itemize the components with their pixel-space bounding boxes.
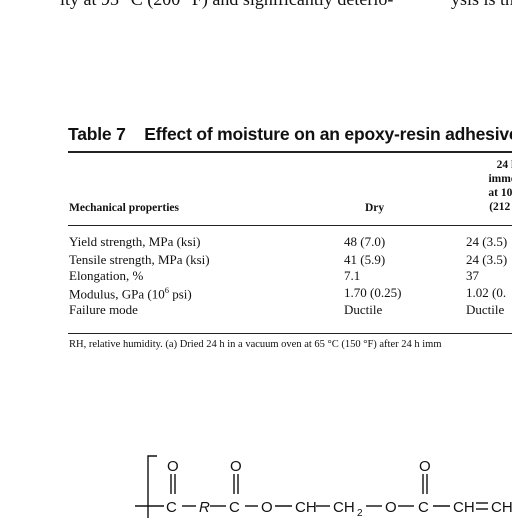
table-cell-property: Yield strength, MPa (ksi) [69,234,201,249]
table-cell-dry: 1.70 (0.25) [344,285,402,300]
modulus-exponent: 6 [164,285,169,295]
column-header-wet-line: immers [488,173,512,185]
table-cell-wet: 24 (3.5) [466,234,508,249]
table-cell-wet: 37 [466,268,479,283]
table-footnote: RH, relative humidity. (a) Dried 24 h in… [69,339,442,350]
atom-label: O [419,458,431,475]
atom-label: R [199,499,210,516]
modulus-label: Modulus, GPa (10 [69,286,165,302]
table-header-rule [68,225,512,226]
table-number: Table 7 [68,124,126,144]
atom-label: C [418,499,429,516]
table-footnote-rule [68,333,512,334]
table-cell-property: Elongation, % [69,268,144,283]
table-top-rule [68,151,512,153]
atom-label: C [166,499,177,516]
atom-label: CH [453,499,475,516]
structure-bracket [147,455,157,518]
table-cell-property: Tensile strength, MPa (ksi) [69,252,210,267]
modulus-label-unit: psi) [168,286,192,302]
body-text-left: ity at 93 °C (200 °F) and significantly … [60,0,393,10]
column-header-wet: 24 h immers at 100 ° (212 °F [472,158,512,214]
atom-label: O [261,499,273,516]
atom-subscript: 2 [357,508,363,519]
column-header-wet-line: (212 °F [489,201,512,213]
column-header-wet-line: 24 h [496,159,512,171]
atom-label: CH [491,499,512,516]
column-header-property: Mechanical properties [69,202,179,214]
table-title: Effect of moisture on an epoxy-resin adh… [144,124,512,144]
table-cell-dry: 7.1 [344,268,361,283]
atom-label: CH [333,499,355,516]
table-cell-property: Modulus, GPa (106 psi) [69,285,192,302]
atom-label: CH [295,499,317,516]
column-header-dry: Dry [365,202,385,214]
atom-label: C [229,499,240,516]
atom-label: O [230,458,242,475]
table-cell-wet: 1.02 (0. [466,285,507,300]
atom-label: O [385,499,397,516]
table-cell-dry: 48 (7.0) [344,234,386,249]
table-cell-dry: 41 (5.9) [344,252,386,267]
column-header-wet-line: at 100 ° [488,187,512,199]
body-text-right: ysis is th [451,0,512,10]
atom-label: O [167,458,179,475]
table-cell-dry: Ductile [344,302,383,317]
table-caption: Table 7 Effect of moisture on an epoxy-r… [68,124,512,145]
table-cell-wet: 24 (3.5) [466,252,508,267]
table-cell-wet: Ductile [466,302,505,317]
table-cell-property: Failure mode [69,302,138,317]
